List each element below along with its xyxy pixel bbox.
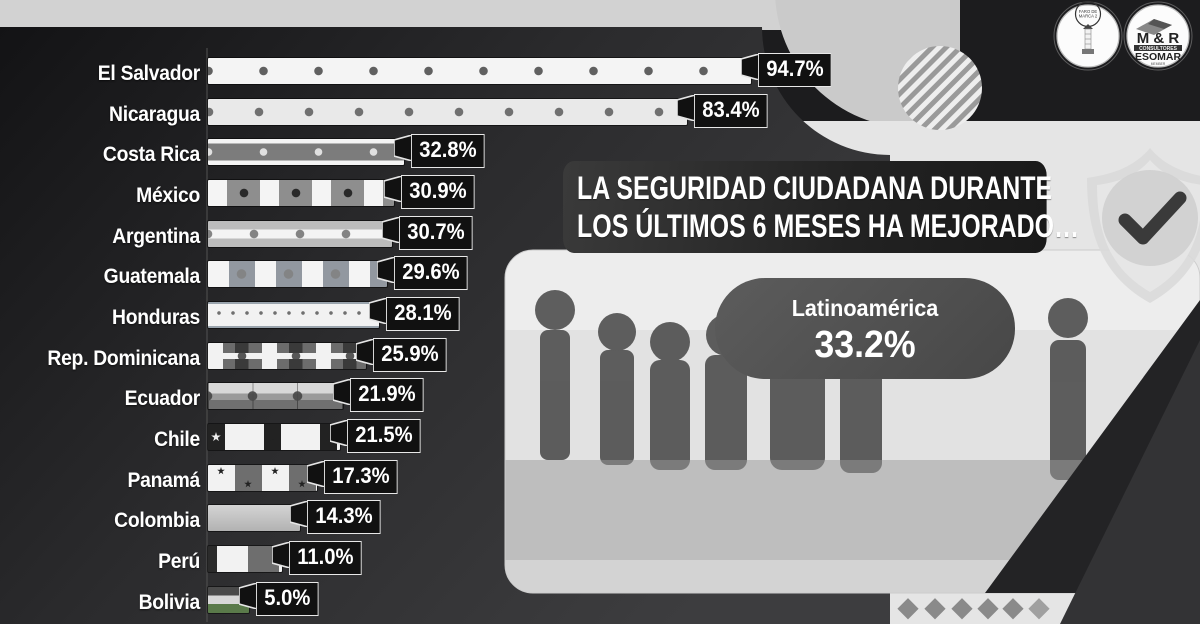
svg-text:MEMBER: MEMBER <box>1151 62 1166 66</box>
svg-text:M & R: M & R <box>1137 30 1180 47</box>
svg-text:MARCA 2: MARCA 2 <box>1079 13 1098 18</box>
